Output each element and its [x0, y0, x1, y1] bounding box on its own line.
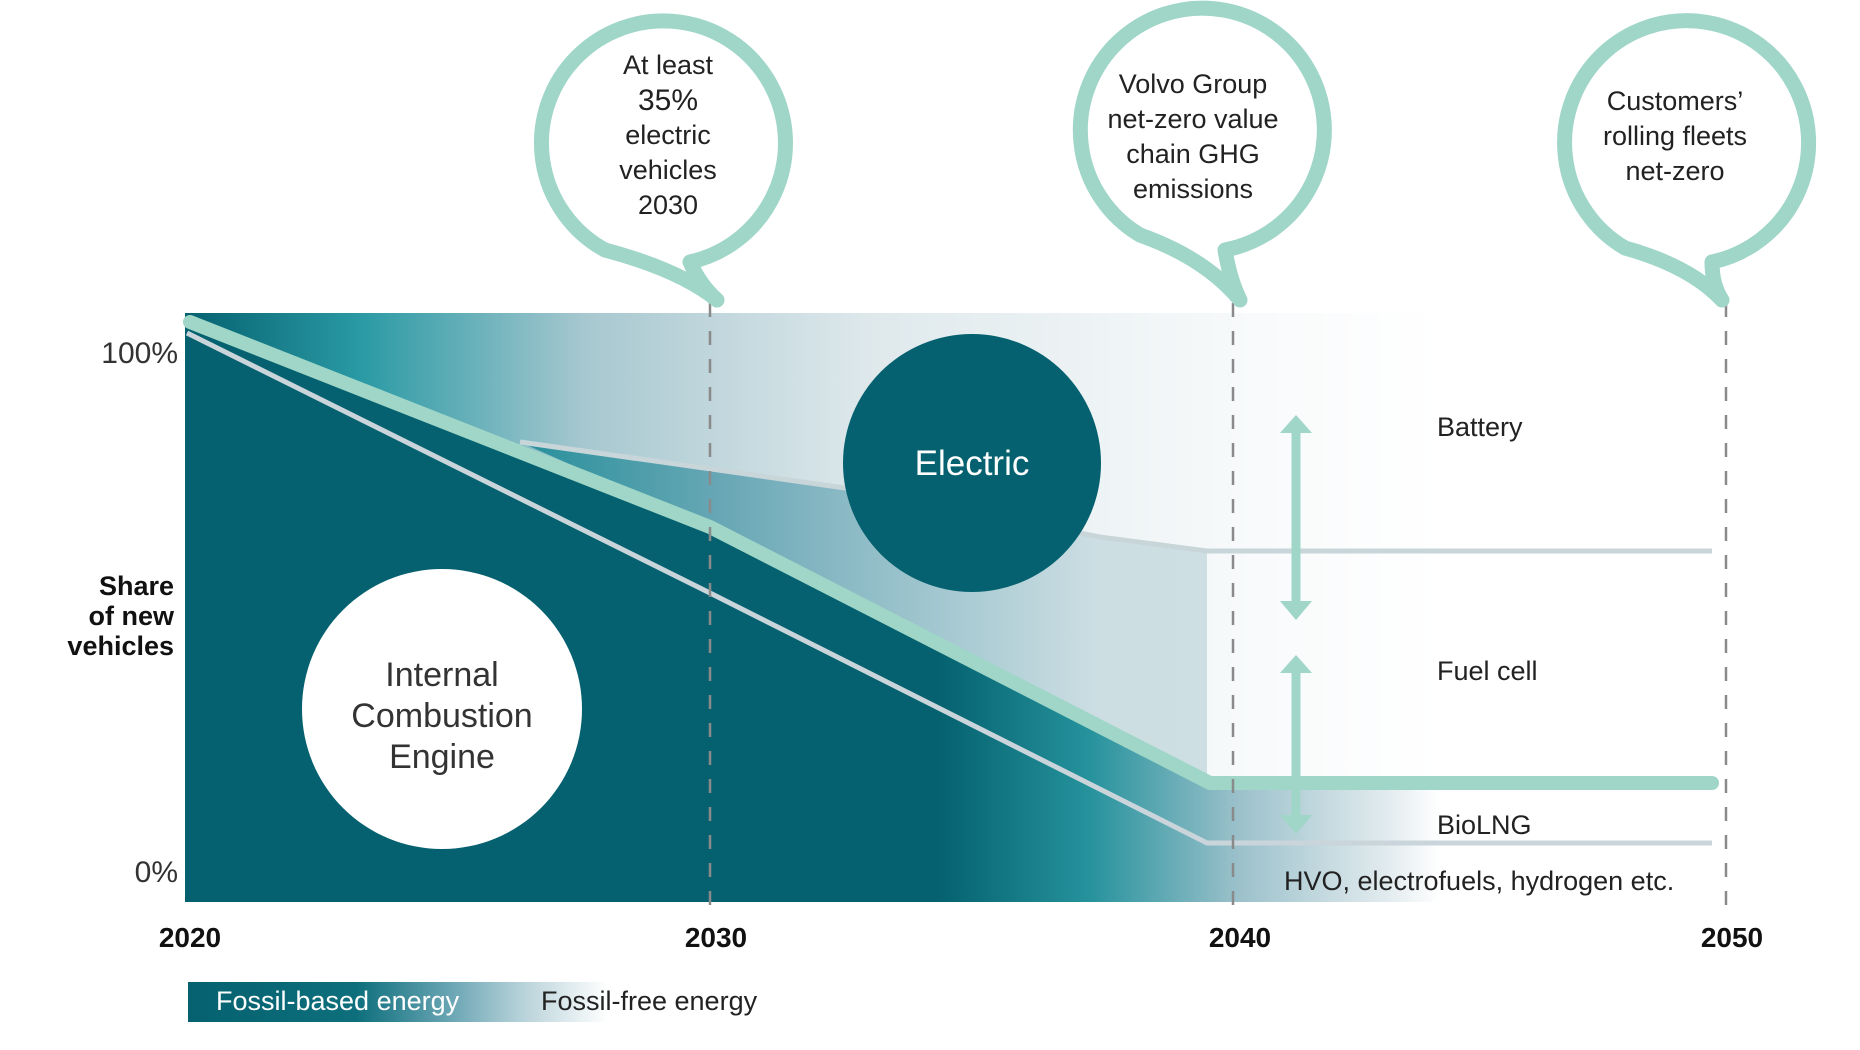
fuel-cell-label: Fuel cell — [1437, 656, 1538, 686]
x-tick-2040: 2040 — [1208, 922, 1272, 953]
hvo-label: HVO, electrofuels, hydrogen etc. — [1284, 866, 1675, 896]
y-tick-0: 0% — [134, 856, 178, 889]
ice-share-line — [183, 315, 1719, 790]
ice-label: Internal Combustion Engine — [351, 656, 533, 776]
biolng-label: BioLNG — [1437, 810, 1532, 840]
bubble-2040 — [1072, 0, 1332, 308]
fuel-cell-arrow-icon — [1280, 655, 1312, 834]
bubble-2040-text: Volvo Group net-zero value chain GHG emi… — [1107, 69, 1279, 204]
y-axis-label: Share of new vehicles — [67, 571, 174, 661]
bubble-2030 — [533, 13, 793, 308]
legend-fossil-based: Fossil-based energy — [216, 986, 460, 1016]
bubble-2050 — [1557, 13, 1817, 308]
y-tick-100: 100% — [101, 337, 178, 370]
electric-label: Electric — [914, 444, 1030, 483]
legend-fossil-free: Fossil-free energy — [541, 986, 758, 1016]
legend-gradient-bar — [188, 982, 608, 1022]
battery-arrow-icon — [1280, 415, 1312, 620]
battery-label: Battery — [1437, 412, 1523, 442]
ice-circle — [302, 569, 582, 849]
x-tick-2050: 2050 — [1700, 922, 1764, 953]
ice-thin-line — [185, 330, 1712, 846]
electric-circle — [843, 334, 1101, 592]
battery-boundary-line — [519, 439, 1712, 554]
bubble-2030-text: At least 35% electric vehicles 2030 — [619, 50, 717, 220]
x-tick-2020: 2020 — [158, 922, 222, 953]
bubble-2050-text: Customers’ rolling fleets net-zero — [1602, 86, 1748, 186]
x-tick-2030: 2030 — [684, 922, 748, 953]
